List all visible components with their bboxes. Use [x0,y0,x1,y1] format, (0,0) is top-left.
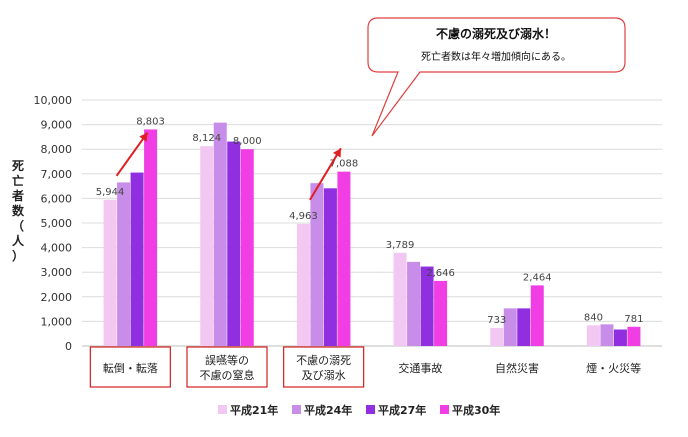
legend-item: 平成27年 [366,403,426,417]
bar [627,326,641,346]
data-labels: 5,944 8,803 8,124 8,000 4,963 7,088 3,789 2,646… [96,116,644,326]
bar [117,182,131,346]
data-label: 2,464 [523,272,552,283]
y-tick-label: 7,000 [41,168,73,181]
gridlines [82,99,662,347]
bar [337,171,351,346]
bar [103,199,117,346]
y-tick-label: 0 [65,340,72,353]
callout-subtitle: 死亡者数は年々増加傾向にある。 [421,50,571,63]
bar [323,188,337,346]
bars [103,122,641,346]
category-label: 交通事故 [398,361,442,375]
bar [503,308,517,346]
data-label: 733 [487,315,506,326]
y-tick-label: 1,000 [41,315,73,328]
legend-label: 平成24年 [304,403,352,417]
category-label-line: 転倒・転落 [103,362,158,375]
callout: 不慮の溺死及び溺水！ 死亡者数は年々増加傾向にある。 [367,17,626,137]
bar [227,141,241,346]
y-tick-label: 5,000 [41,217,73,230]
data-label: 5,944 [96,187,125,198]
legend: 平成21年 平成24年 平成27年 平成30年 [218,403,500,417]
data-label: 840 [584,312,603,323]
category-label-line: 及び溺水 [302,369,346,382]
y-tick-label: 6,000 [41,192,73,205]
bar [586,325,600,346]
category-label-line: 誤嚥等の [205,353,249,367]
category-label-line: 不慮の溺死 [296,353,351,367]
data-label: 8,803 [136,116,165,127]
bar [490,327,504,346]
callout-title: 不慮の溺死及び溺水！ [436,26,556,41]
bar [296,223,310,346]
legend-item: 平成21年 [218,403,278,417]
category-highlight-box [283,346,365,388]
legend-swatch [292,405,301,414]
bar [613,329,627,346]
y-tick-label: 4,000 [41,242,73,255]
data-label: 2,646 [426,268,455,279]
bar [517,308,531,346]
trend-arrow [309,147,342,201]
data-label: 781 [624,314,643,325]
data-label: 8,000 [233,136,262,147]
y-tick-label: 2,000 [41,291,73,304]
legend-swatch [440,405,449,414]
category-label-line: 自然災害 [495,361,539,375]
trend-arrows [115,131,342,201]
category-label: 転倒・転落 [89,346,171,388]
category-label: 自然災害 [495,361,539,375]
bar [407,261,421,346]
legend-swatch [218,405,227,414]
bar [144,129,158,346]
y-tick-label: 8,000 [41,143,73,156]
bar [130,172,144,346]
y-axis: 0 1,000 2,000 3,000 4,000 5,000 6,000 7,000 8,00… [34,94,73,353]
legend-item: 平成30年 [440,403,500,417]
legend-label: 平成21年 [230,403,278,417]
legend-swatch [366,405,375,414]
y-tick-label: 3,000 [41,266,73,279]
bar [213,122,227,346]
y-axis-title: 死亡者数（人） [11,159,25,263]
legend-item: 平成24年 [292,403,352,417]
bar [240,149,254,346]
y-axis-label: 死亡者数（人） [11,159,25,263]
bar [434,280,448,346]
trend-arrow [115,131,149,177]
data-label: 7,088 [330,159,359,170]
bar [530,285,544,346]
category-highlight-box [89,346,171,388]
category-label: 不慮の溺死及び溺水 [283,346,365,388]
y-tick-label: 9,000 [41,119,73,132]
category-label-line: 不慮の窒息 [200,368,255,382]
bar [600,324,614,346]
category-label-line: 煙・火災等 [586,361,641,375]
callout-bubble [367,17,626,137]
legend-label: 平成27年 [378,403,426,417]
bar [310,183,324,346]
category-label: 煙・火災等 [586,361,641,375]
data-label: 8,124 [192,133,221,144]
y-tick-label: 10,000 [34,94,73,107]
bar [420,266,434,346]
category-label-line: 交通事故 [398,361,442,375]
legend-label: 平成30年 [452,403,500,417]
category-highlight-box [186,346,268,388]
data-label: 3,789 [386,240,415,251]
bar [200,146,214,346]
data-label: 4,963 [289,211,318,222]
bar [393,252,407,346]
